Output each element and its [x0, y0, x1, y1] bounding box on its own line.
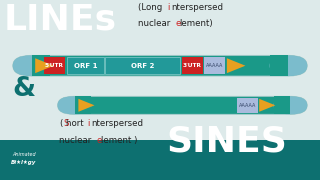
- Text: hort: hort: [66, 119, 87, 128]
- Text: Bi★l★gy: Bi★l★gy: [11, 159, 37, 165]
- Circle shape: [3, 148, 45, 171]
- FancyBboxPatch shape: [182, 57, 203, 74]
- Text: e: e: [97, 136, 102, 145]
- FancyBboxPatch shape: [237, 98, 258, 112]
- Text: i: i: [167, 3, 170, 12]
- Text: nterspersed: nterspersed: [171, 3, 223, 12]
- FancyBboxPatch shape: [274, 96, 290, 114]
- FancyBboxPatch shape: [105, 57, 180, 74]
- FancyBboxPatch shape: [58, 96, 307, 114]
- FancyBboxPatch shape: [32, 55, 51, 76]
- FancyBboxPatch shape: [58, 96, 91, 114]
- Text: i: i: [87, 119, 90, 128]
- Polygon shape: [259, 99, 275, 112]
- FancyBboxPatch shape: [44, 57, 65, 74]
- Text: 3'UTR: 3'UTR: [183, 63, 202, 68]
- Text: (: (: [59, 119, 63, 128]
- FancyBboxPatch shape: [204, 57, 225, 74]
- FancyBboxPatch shape: [274, 96, 307, 114]
- Text: &: &: [13, 76, 36, 102]
- FancyBboxPatch shape: [67, 57, 104, 74]
- Text: lement ): lement ): [101, 136, 137, 145]
- Polygon shape: [227, 58, 245, 73]
- Text: ORF 1: ORF 1: [74, 63, 97, 69]
- FancyBboxPatch shape: [13, 55, 307, 76]
- Text: nuclear: nuclear: [59, 136, 94, 145]
- Text: e: e: [175, 19, 181, 28]
- Text: S: S: [63, 119, 68, 128]
- Text: 5'UTR: 5'UTR: [45, 63, 64, 68]
- Text: nuclear: nuclear: [138, 19, 172, 28]
- FancyBboxPatch shape: [0, 0, 320, 140]
- Text: (Long: (Long: [138, 3, 164, 12]
- Text: Animated: Animated: [12, 152, 36, 157]
- FancyBboxPatch shape: [270, 55, 288, 76]
- FancyBboxPatch shape: [13, 55, 51, 76]
- Polygon shape: [35, 58, 54, 73]
- FancyBboxPatch shape: [270, 55, 307, 76]
- Text: ORF 2: ORF 2: [131, 63, 155, 69]
- Text: lement): lement): [179, 19, 213, 28]
- Text: SINES: SINES: [166, 124, 287, 158]
- FancyBboxPatch shape: [105, 57, 180, 74]
- Text: nterspersed: nterspersed: [91, 119, 143, 128]
- Text: LINEs: LINEs: [3, 3, 116, 37]
- FancyBboxPatch shape: [67, 57, 104, 74]
- Text: AAAAA: AAAAA: [206, 63, 224, 68]
- Polygon shape: [78, 99, 94, 112]
- Text: AAAAA: AAAAA: [238, 103, 256, 108]
- FancyBboxPatch shape: [75, 96, 91, 114]
